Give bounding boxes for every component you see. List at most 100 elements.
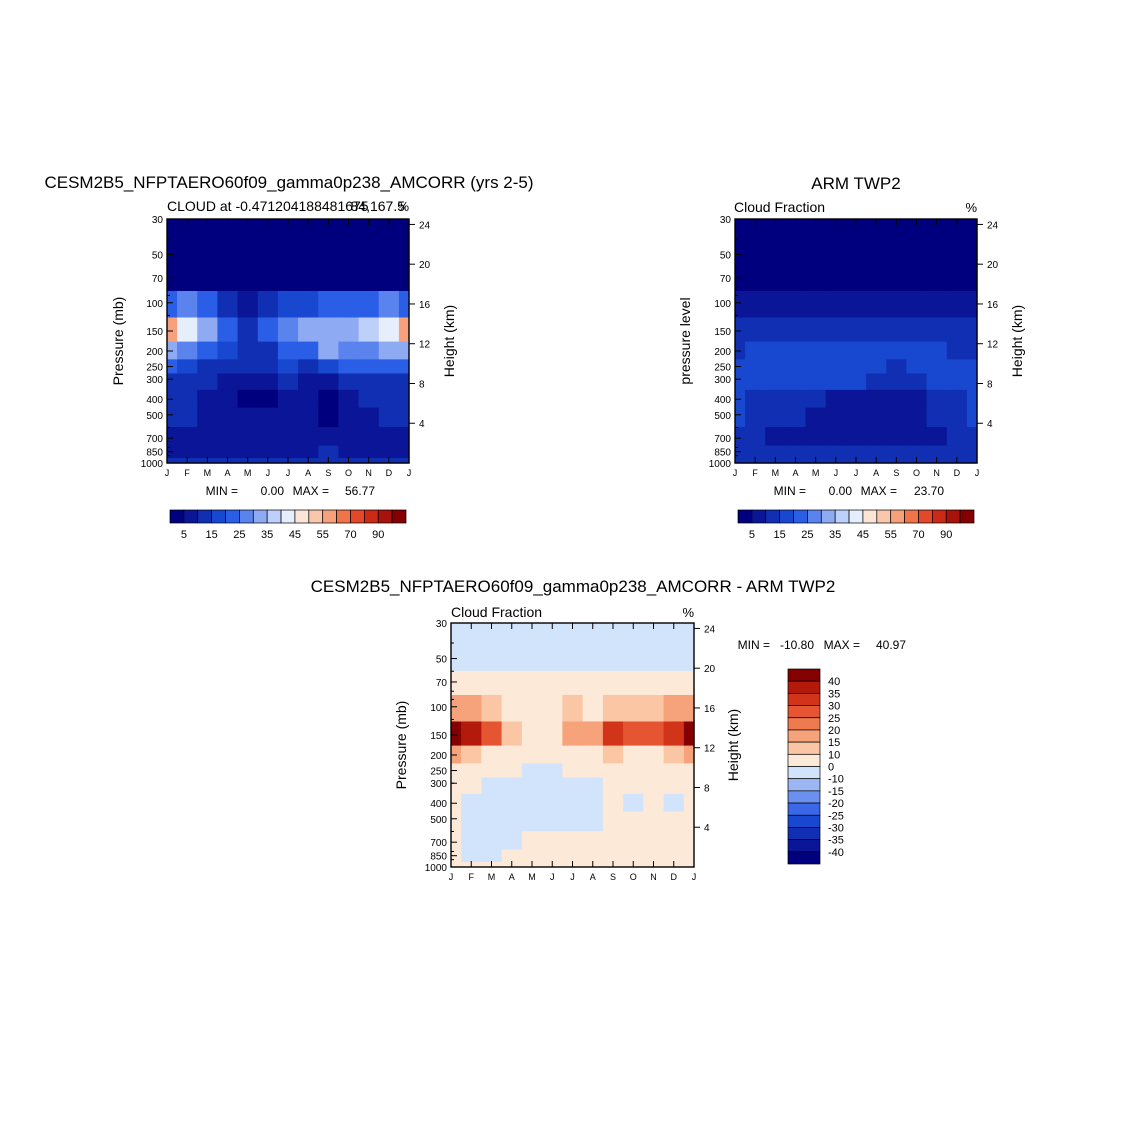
height-tick-label: 12 bbox=[987, 340, 999, 351]
heatmap-cell bbox=[926, 444, 948, 458]
heatmap-cell bbox=[946, 236, 968, 267]
heatmap-row bbox=[735, 290, 978, 318]
x-tick-label: S bbox=[325, 468, 331, 478]
heatmap-cell bbox=[825, 290, 847, 318]
heatmap-cell bbox=[338, 236, 360, 267]
heatmap-cell bbox=[237, 407, 259, 428]
heatmap-cell bbox=[451, 861, 462, 868]
panel-obs-subtitle-left: Cloud Fraction bbox=[734, 199, 825, 215]
heatmap-cell bbox=[562, 848, 584, 862]
heatmap-cell bbox=[805, 426, 827, 446]
heatmap-cell bbox=[623, 830, 644, 850]
heatmap-cell bbox=[521, 670, 543, 695]
heatmap-cell bbox=[481, 670, 503, 695]
heatmap-cell bbox=[398, 444, 410, 458]
heatmap-cell bbox=[318, 266, 340, 291]
heatmap-cell bbox=[683, 694, 695, 722]
panel-model: CESM2B5_NFPTAERO60f09_gamma0p238_AMCORR … bbox=[44, 173, 533, 541]
heatmap-cell bbox=[298, 236, 319, 267]
heatmap-cell bbox=[562, 793, 584, 812]
y-tick-label: 150 bbox=[146, 327, 163, 338]
heatmap-cell bbox=[906, 358, 928, 374]
heatmap-cell bbox=[886, 407, 908, 428]
heatmap-cell bbox=[378, 372, 400, 390]
heatmap-cell bbox=[582, 694, 604, 722]
y-tick-label: 400 bbox=[146, 395, 163, 406]
heatmap-cell bbox=[177, 358, 198, 374]
y-tick-label: 400 bbox=[430, 799, 447, 810]
heatmap-cell bbox=[602, 830, 624, 850]
heatmap-cell bbox=[745, 444, 766, 458]
colorbar-box bbox=[239, 509, 254, 524]
heatmap-cell bbox=[966, 457, 978, 464]
heatmap-cell bbox=[926, 266, 948, 291]
colorbar-box bbox=[266, 509, 282, 524]
heatmap-cell bbox=[966, 389, 978, 408]
heatmap-cell bbox=[398, 341, 410, 360]
panel-model-subtitle-left: CLOUD at -0.471204188481675 bbox=[167, 198, 369, 214]
heatmap-cell bbox=[481, 776, 503, 794]
heatmap-cell bbox=[845, 407, 867, 428]
heatmap-cell bbox=[926, 341, 948, 360]
heatmap-cell bbox=[481, 745, 503, 764]
colorbar-box bbox=[183, 509, 199, 524]
heatmap-cell bbox=[845, 290, 867, 318]
heatmap-cell bbox=[926, 389, 948, 408]
height-tick-label: 12 bbox=[704, 744, 716, 755]
heatmap-cell bbox=[805, 358, 827, 374]
heatmap-cell bbox=[643, 830, 665, 850]
heatmap-cell bbox=[318, 219, 340, 238]
colorbar-label: -10 bbox=[828, 774, 844, 786]
heatmap-cell bbox=[745, 407, 766, 428]
heatmap-cell bbox=[683, 745, 695, 764]
heatmap-cell bbox=[825, 426, 847, 446]
y-tick-label: 200 bbox=[430, 751, 447, 762]
heatmap-row bbox=[451, 848, 695, 862]
heatmap-cell bbox=[542, 720, 563, 746]
heatmap-cell bbox=[177, 219, 198, 238]
colorbar-label: 25 bbox=[233, 529, 245, 541]
colorbar-label: 35 bbox=[828, 688, 840, 700]
heatmap-row bbox=[735, 266, 978, 291]
panel-obs: ARM TWP2 Cloud Fraction % J F M A M J J A S O N D J 3… bbox=[677, 174, 1025, 541]
heatmap-cell bbox=[966, 372, 978, 390]
heatmap-cell bbox=[318, 358, 340, 374]
heatmap-cell bbox=[602, 776, 624, 794]
heatmap-cell bbox=[167, 389, 178, 408]
heatmap-cell bbox=[623, 762, 644, 778]
x-tick-label: D bbox=[671, 872, 678, 882]
x-tick-label: J bbox=[550, 872, 555, 882]
x-tick-label: O bbox=[345, 468, 352, 478]
heatmap-cell bbox=[866, 266, 887, 291]
colorbar-label: 55 bbox=[885, 529, 897, 541]
heatmap-cell bbox=[866, 426, 887, 446]
heatmap-cell bbox=[805, 389, 827, 408]
heatmap-cell bbox=[845, 444, 867, 458]
heatmap-cell bbox=[318, 290, 340, 318]
heatmap-cell bbox=[461, 762, 482, 778]
heatmap-cell bbox=[805, 290, 827, 318]
y-tick-label: 700 bbox=[430, 838, 447, 849]
heatmap-cell bbox=[298, 290, 319, 318]
heatmap-cell bbox=[378, 290, 400, 318]
height-tick-label: 16 bbox=[987, 300, 999, 311]
colorbar-box bbox=[308, 509, 324, 524]
heatmap-cell bbox=[481, 623, 503, 642]
y-tick-label: 400 bbox=[714, 395, 731, 406]
heatmap-cell bbox=[906, 341, 928, 360]
x-tick-label: M bbox=[244, 468, 252, 478]
colorbar-box bbox=[787, 778, 821, 792]
heatmap-cell bbox=[745, 426, 766, 446]
colorbar-box bbox=[787, 717, 821, 731]
x-tick-label: J bbox=[692, 872, 697, 882]
colorbar-box bbox=[787, 741, 821, 755]
heatmap-cell bbox=[906, 290, 928, 318]
colorbar-box bbox=[280, 509, 296, 524]
x-tick-label: M bbox=[528, 872, 536, 882]
colorbar-label: -20 bbox=[828, 798, 844, 810]
heatmap-cell bbox=[946, 444, 968, 458]
heatmap-cell bbox=[926, 236, 948, 267]
heatmap-cell bbox=[683, 640, 695, 671]
heatmap-row bbox=[735, 358, 978, 374]
heatmap-cell bbox=[582, 762, 604, 778]
